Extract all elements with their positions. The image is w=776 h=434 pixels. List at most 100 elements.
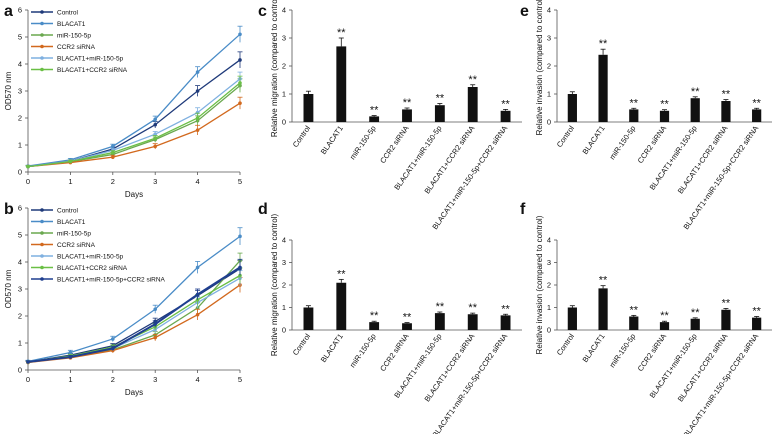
y-tick-label: 1 — [18, 141, 22, 150]
bar-group: Control: 1 Control — [555, 305, 577, 357]
y-tick-label: 0 — [282, 326, 286, 335]
bar: BLACAT1: 2.1 — [336, 282, 347, 330]
y-axis-label: Relative invasion (compared to control) — [535, 0, 544, 135]
data-point — [238, 265, 242, 270]
panel-label-c: c — [258, 3, 267, 20]
significance-label: ** — [691, 307, 700, 319]
bar-group: CCR2 siRNA: 0.4** CCR2 siRNA — [636, 99, 670, 165]
bar: BLACAT1+CCR2 siRNA: 0.9 — [721, 309, 731, 330]
y-tick-label: 0 — [282, 118, 286, 127]
bar: CCR2 siRNA: 0.3 — [402, 323, 412, 330]
bar-group: BLACAT1: 2.4 ** BLACAT1 — [581, 38, 609, 156]
x-tick-label: 5 — [238, 375, 242, 384]
data-point — [195, 116, 200, 120]
significance-label: ** — [630, 304, 639, 316]
significance-label: ** — [501, 98, 510, 110]
data-point — [153, 132, 157, 136]
bar: BLACAT1+miR-150-5p+CCR2 siRNA: 0.4 — [500, 110, 511, 122]
legend-label: CCR2 siRNA — [57, 242, 96, 249]
bar: BLACAT1+CCR2 siRNA: 0.75 — [721, 101, 731, 122]
legend-marker — [40, 265, 44, 270]
series-line — [27, 235, 241, 362]
x-tick-label: 2 — [111, 375, 115, 384]
significance-label: ** — [722, 89, 731, 101]
y-tick-label: 4 — [547, 6, 551, 15]
data-point — [195, 70, 200, 74]
series-line — [27, 82, 241, 168]
x-tick-label: 1 — [68, 177, 72, 186]
y-tick-label: 3 — [18, 87, 22, 96]
legend-label: BLACAT1 — [57, 219, 86, 226]
y-tick-label: 3 — [282, 258, 286, 267]
significance-label: ** — [403, 312, 412, 324]
significance-label: ** — [403, 97, 412, 109]
significance-label: ** — [630, 97, 639, 109]
legend-marker — [40, 231, 44, 235]
x-tick-label: miR-150-5p — [608, 332, 638, 369]
series-4 — [25, 71, 243, 169]
legend-label: Control — [57, 207, 79, 214]
y-tick-label: 4 — [18, 258, 22, 267]
panel-label-b: b — [4, 201, 14, 218]
legend-label: BLACAT1+miR-150-5p+CCR2 siRNA — [57, 276, 166, 283]
series-6 — [25, 258, 243, 364]
x-tick-label: 3 — [153, 375, 157, 384]
data-point — [68, 159, 73, 164]
bar: BLACAT1+miR-150-5p: 0.85 — [690, 98, 700, 122]
x-tick-label: miR-150-5p — [348, 124, 378, 161]
data-point — [68, 355, 73, 359]
significance-label: ** — [660, 310, 669, 322]
data-point — [238, 101, 242, 105]
significance-label: ** — [337, 27, 346, 39]
data-point — [111, 346, 115, 351]
legend-label: BLACAT1+CCR2 siRNA — [57, 67, 128, 74]
panel-label-d: d — [258, 201, 268, 218]
bar: Control: 1 — [567, 307, 577, 330]
legend-item: BLACAT1+miR-150-5p — [31, 253, 124, 260]
bar: BLACAT1+CCR2 siRNA: 0.7 — [467, 314, 478, 330]
x-tick-label: 3 — [153, 177, 157, 186]
series-4 — [25, 270, 243, 364]
series-line — [27, 277, 241, 363]
data-point — [195, 306, 200, 310]
significance-label: ** — [370, 310, 379, 322]
x-tick-label: CCR2 siRNA — [378, 124, 410, 165]
y-tick-label: 1 — [18, 339, 22, 348]
series-line — [27, 33, 241, 167]
y-tick-label: 6 — [18, 6, 22, 15]
y-tick-label: 1 — [282, 90, 286, 99]
legend-item: BLACAT1+CCR2 siRNA — [31, 265, 128, 272]
y-tick-label: 4 — [18, 60, 22, 69]
significance-label: ** — [501, 303, 510, 315]
y-axis-label: Relative invasion (compared to control) — [535, 215, 544, 354]
legend-item: Control — [31, 207, 79, 214]
data-point — [153, 117, 157, 122]
data-point — [68, 350, 73, 355]
series-line — [27, 266, 241, 363]
series-line — [27, 59, 241, 168]
bar: BLACAT1+miR-150-5p+CCR2 siRNA: 0.65 — [500, 315, 511, 330]
bar-group: CCR2 siRNA: 0.45** CCR2 siRNA — [378, 97, 412, 165]
y-axis-label: OD570 nm — [4, 71, 13, 110]
data-point — [153, 322, 157, 326]
x-tick-label: BLACAT1 — [319, 332, 345, 364]
y-tick-label: 2 — [547, 62, 551, 71]
data-point — [195, 312, 200, 317]
bar: Control: 1 — [303, 307, 314, 330]
significance-label: ** — [599, 275, 608, 287]
data-point — [153, 122, 157, 127]
legend-marker — [40, 242, 44, 247]
legend-marker — [40, 208, 44, 212]
y-axis-label: Relative migration (compared to control) — [270, 214, 279, 357]
bar: BLACAT1: 2.7 — [336, 46, 347, 122]
bar: CCR2 siRNA: 0.35 — [659, 322, 670, 330]
data-point — [153, 144, 157, 149]
panel-label-f: f — [520, 201, 526, 218]
y-tick-label: 2 — [282, 62, 286, 71]
bar-group: BLACAT1: 2.1 ** BLACAT1 — [319, 268, 347, 364]
legend-item: CCR2 siRNA — [31, 242, 96, 249]
bar-group: miR-150-5p: 0.2** miR-150-5p — [348, 105, 379, 162]
